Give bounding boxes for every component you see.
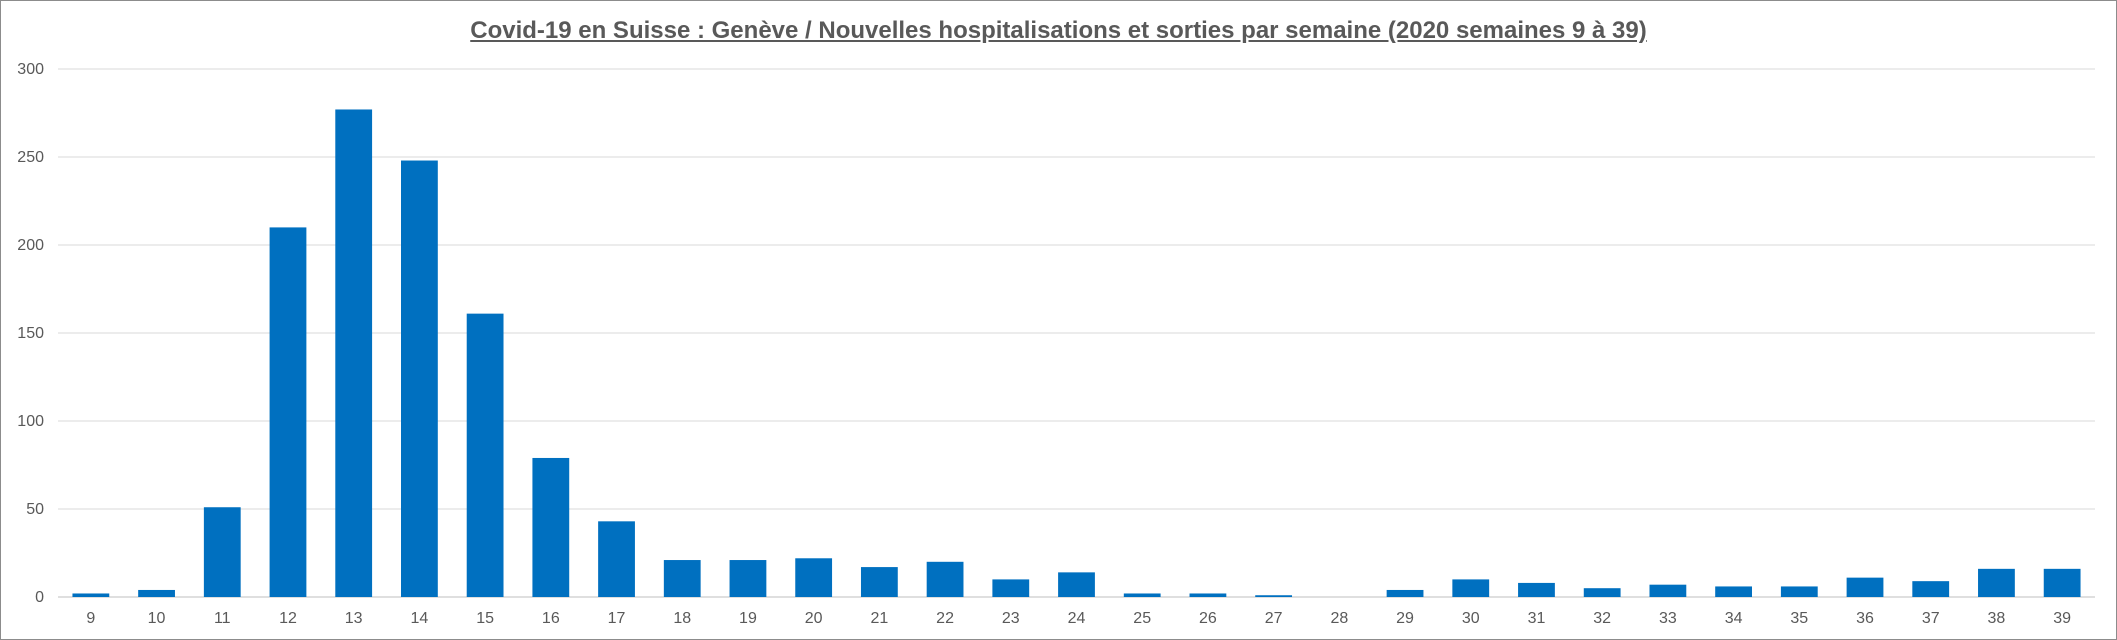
x-tick-label: 9	[86, 610, 95, 627]
gridlines	[58, 68, 2095, 598]
x-tick-label: 21	[870, 610, 888, 627]
x-tick-label: 14	[411, 610, 429, 627]
bar	[1649, 584, 1687, 597]
bar	[598, 521, 635, 597]
x-tick-label: 33	[1659, 610, 1677, 627]
bar	[203, 507, 241, 597]
x-tick-label: 25	[1133, 610, 1151, 627]
x-axis-ticks: 9 10 11 12 13 14 15 16 17 18 19 20 21 22 23 24 25 26 27 28 2…	[86, 610, 2071, 627]
x-tick-label: 26	[1199, 610, 1217, 627]
x-tick-label: 39	[2053, 610, 2071, 627]
x-tick-label: 16	[542, 610, 560, 627]
x-tick-label: 22	[936, 610, 954, 627]
x-tick-label: 37	[1922, 610, 1940, 627]
bar	[1058, 572, 1095, 597]
bar	[1189, 593, 1227, 597]
x-tick-label: 27	[1265, 610, 1283, 627]
bar	[335, 109, 373, 597]
y-tick-label: 100	[17, 413, 44, 430]
x-tick-label: 20	[805, 610, 823, 627]
x-tick-label: 31	[1528, 610, 1546, 627]
bar	[466, 313, 504, 597]
x-tick-label: 38	[1988, 610, 2006, 627]
x-tick-label: 19	[739, 610, 757, 627]
bar	[1452, 579, 1490, 597]
bar	[663, 560, 701, 597]
x-tick-label: 34	[1725, 610, 1743, 627]
y-axis-ticks: 0 50 100 150 200 250 300	[17, 61, 44, 606]
bar	[992, 579, 1030, 597]
bar	[401, 160, 438, 597]
bar	[269, 227, 307, 597]
y-tick-label: 0	[35, 589, 44, 606]
y-tick-label: 150	[17, 325, 44, 342]
bar	[1518, 582, 1555, 597]
x-tick-label: 12	[279, 610, 297, 627]
x-tick-label: 15	[476, 610, 494, 627]
x-tick-label: 29	[1396, 610, 1414, 627]
x-tick-label: 11	[214, 610, 231, 627]
chart-title: Covid-19 en Suisse : Genève / Nouvelles …	[470, 17, 1647, 44]
y-tick-label: 200	[17, 237, 44, 254]
bar	[1123, 593, 1161, 597]
x-tick-label: 13	[345, 610, 363, 627]
bar	[1912, 581, 1950, 597]
x-tick-label: 17	[608, 610, 626, 627]
y-tick-label: 250	[17, 149, 44, 166]
x-tick-label: 23	[1002, 610, 1020, 627]
y-tick-label: 50	[26, 501, 44, 518]
bar	[72, 593, 110, 597]
bar	[860, 567, 898, 597]
bar	[1978, 568, 2015, 597]
bar	[1846, 577, 1884, 597]
bar	[1780, 586, 1818, 597]
bar	[795, 558, 833, 597]
x-tick-label: 24	[1068, 610, 1086, 627]
bar	[138, 589, 175, 597]
bar	[2043, 568, 2081, 597]
x-tick-label: 18	[673, 610, 691, 627]
bar	[926, 561, 964, 597]
y-tick-label: 300	[17, 61, 44, 78]
bar	[1255, 595, 1293, 597]
bar	[532, 457, 570, 597]
x-tick-label: 10	[148, 610, 166, 627]
x-tick-label: 32	[1593, 610, 1611, 627]
bar	[1715, 586, 1752, 597]
x-tick-label: 35	[1790, 610, 1808, 627]
x-tick-label: 30	[1462, 610, 1480, 627]
x-tick-label: 36	[1856, 610, 1874, 627]
bar	[729, 560, 767, 597]
x-tick-label: 28	[1330, 610, 1348, 627]
bar	[1583, 588, 1621, 597]
bar	[1386, 589, 1424, 597]
bars	[72, 109, 2081, 597]
